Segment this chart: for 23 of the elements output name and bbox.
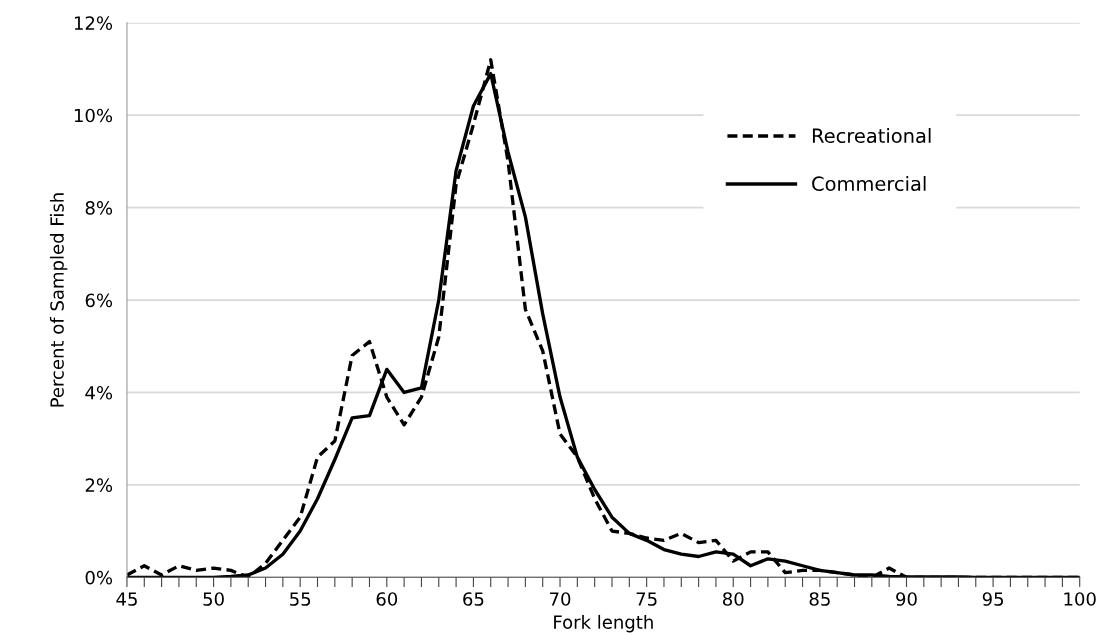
x-tick-label: 70: [550, 592, 571, 606]
x-tick-label: 100: [1064, 592, 1096, 606]
y-tick-label: 2%: [85, 478, 113, 492]
y-tick-label: 10%: [74, 108, 113, 123]
x-tick-label: 85: [809, 592, 830, 606]
x-axis-title: Fork length: [554, 614, 653, 633]
x-tick-label: 95: [982, 592, 1004, 606]
y-tick-label: 12%: [74, 16, 113, 30]
legend-label: Commercial: [812, 176, 926, 192]
legend-label: Recreational: [812, 128, 931, 144]
x-tick-label: 90: [896, 592, 917, 606]
x-tick-label: 65: [463, 592, 484, 606]
x-tick-label: 45: [116, 592, 137, 606]
x-tick-label: 50: [203, 592, 224, 606]
y-tick-label: 4%: [85, 385, 113, 400]
x-tick-label: 80: [722, 592, 744, 606]
x-tick-label: 55: [290, 592, 311, 606]
y-tick-label: 8%: [85, 201, 113, 215]
y-axis-title: Percent of Sampled Fish: [49, 193, 68, 407]
x-tick-label: 60: [376, 592, 398, 606]
y-tick-label: 0%: [85, 570, 113, 585]
y-tick-label: 6%: [85, 293, 113, 308]
x-tick-label: 75: [636, 592, 657, 606]
